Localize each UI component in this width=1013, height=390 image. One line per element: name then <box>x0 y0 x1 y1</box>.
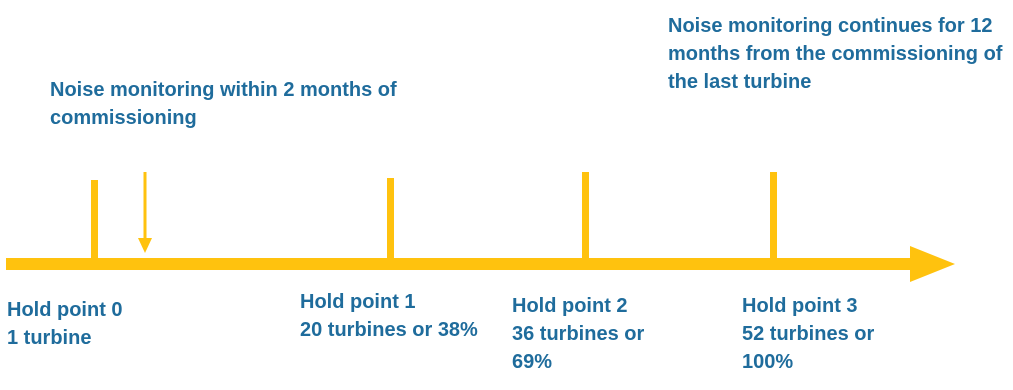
initial-monitoring-note: Noise monitoring within 2 months of comm… <box>50 79 397 129</box>
hold-point-2: Hold point 2 36 turbines or 69% <box>512 292 682 376</box>
hold-point-1-tick <box>387 178 394 260</box>
timeline-arrowhead <box>910 246 955 282</box>
hold-point-0-title: Hold point 0 <box>7 299 123 321</box>
hold-point-3-title: Hold point 3 <box>742 295 858 317</box>
hold-point-0-detail: 1 turbine <box>7 327 92 349</box>
hold-point-1-detail: 20 turbines or 38% <box>300 319 478 341</box>
final-monitoring-note: Noise monitoring continues for 12 months… <box>668 15 1003 93</box>
hold-point-2-tick <box>582 172 589 260</box>
hold-point-1-title: Hold point 1 <box>300 291 416 313</box>
monitoring-arrow-head <box>138 238 152 253</box>
hold-point-2-detail: 36 turbines or 69% <box>512 323 645 373</box>
hold-point-3: Hold point 3 52 turbines or 100% <box>742 292 927 376</box>
timeline-axis <box>6 258 916 270</box>
hold-point-0-tick <box>91 180 98 260</box>
hold-point-0: Hold point 0 1 turbine <box>7 296 207 352</box>
hold-point-1: Hold point 1 20 turbines or 38% <box>300 288 485 344</box>
hold-point-2-title: Hold point 2 <box>512 295 628 317</box>
hold-point-3-detail: 52 turbines or 100% <box>742 323 875 373</box>
monitoring-arrow-shaft <box>143 172 147 240</box>
hold-point-3-tick <box>770 172 777 260</box>
